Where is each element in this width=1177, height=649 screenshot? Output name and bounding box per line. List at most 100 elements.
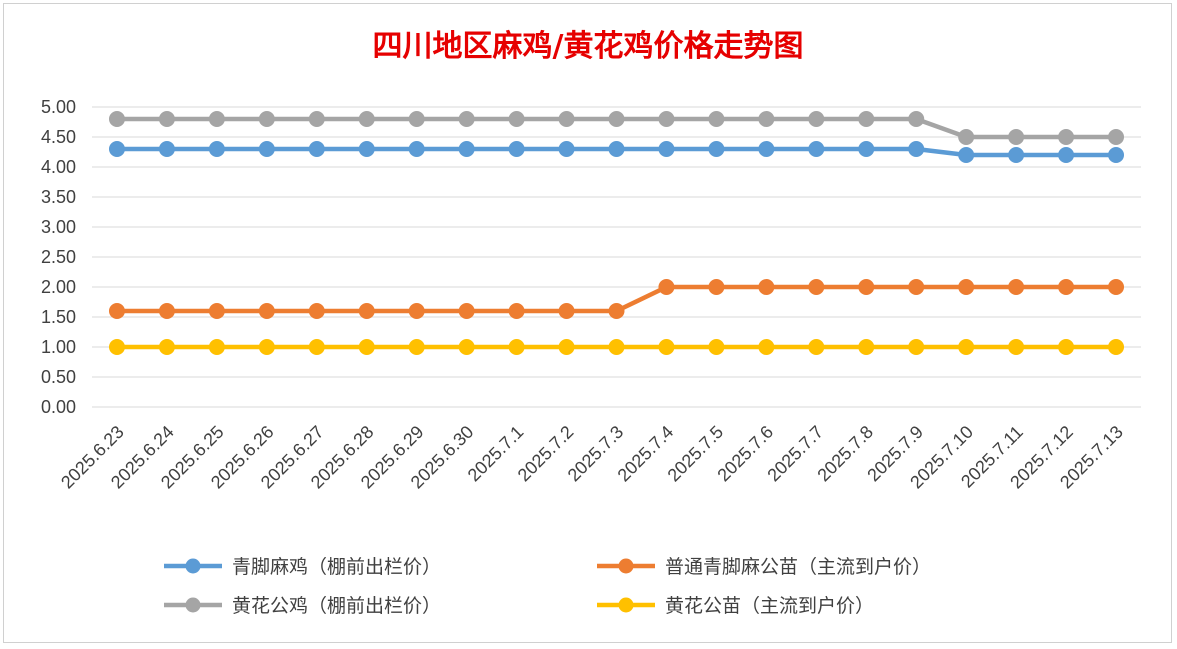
- legend-item: 普通青脚麻公苗（主流到户价）: [597, 556, 931, 578]
- data-point: [308, 303, 325, 319]
- data-point: [158, 141, 175, 157]
- data-point: [758, 141, 775, 157]
- data-point: [1108, 147, 1125, 163]
- data-point: [108, 141, 125, 157]
- data-point: [758, 339, 775, 355]
- data-point: [658, 339, 675, 355]
- data-point: [958, 129, 975, 145]
- y-tick-label: 4.00: [41, 157, 76, 177]
- data-point: [808, 141, 825, 157]
- data-point: [258, 141, 275, 157]
- data-point: [658, 279, 675, 295]
- data-point: [458, 141, 475, 157]
- y-tick-label: 1.00: [41, 337, 76, 357]
- data-point: [658, 141, 675, 157]
- data-point: [908, 279, 925, 295]
- y-tick-label: 0.00: [41, 397, 76, 417]
- legend-item: 黄花公鸡（棚前出栏价）: [164, 595, 441, 617]
- data-point: [458, 111, 475, 127]
- data-point: [958, 279, 975, 295]
- y-tick-label: 3.50: [41, 187, 76, 207]
- data-point: [108, 339, 125, 355]
- data-point: [708, 339, 725, 355]
- data-point: [408, 111, 425, 127]
- data-point: [108, 303, 125, 319]
- data-point: [108, 111, 125, 127]
- legend-swatch-marker: [618, 558, 634, 574]
- data-point: [1108, 129, 1125, 145]
- data-point: [458, 339, 475, 355]
- data-point: [758, 111, 775, 127]
- legend-label: 青脚麻鸡（棚前出栏价）: [232, 556, 441, 578]
- legend-swatch-marker: [185, 558, 201, 574]
- legend: 青脚麻鸡（棚前出栏价） 普通青脚麻公苗（主流到户价） 黄花公鸡（棚前出栏价） 黄花公苗…: [164, 556, 931, 617]
- data-point: [408, 339, 425, 355]
- data-point: [258, 339, 275, 355]
- data-point: [158, 339, 175, 355]
- legend-item: 青脚麻鸡（棚前出栏价）: [164, 556, 441, 578]
- data-point: [1058, 129, 1075, 145]
- legend-label: 黄花公鸡（棚前出栏价）: [232, 595, 441, 617]
- data-point: [1008, 147, 1025, 163]
- data-point: [608, 111, 625, 127]
- data-point: [908, 111, 925, 127]
- legend-label: 黄花公苗（主流到户价）: [665, 595, 874, 617]
- data-point: [1058, 279, 1075, 295]
- data-point: [258, 303, 275, 319]
- data-point: [508, 303, 525, 319]
- chart-title: 四川地区麻鸡/黄花鸡价格走势图: [373, 29, 804, 64]
- data-point: [858, 339, 875, 355]
- data-point: [908, 339, 925, 355]
- data-point: [208, 111, 225, 127]
- data-point: [158, 111, 175, 127]
- legend-label: 普通青脚麻公苗（主流到户价）: [665, 556, 931, 578]
- data-point: [458, 303, 475, 319]
- data-point: [608, 339, 625, 355]
- data-point: [408, 141, 425, 157]
- y-tick-label: 3.00: [41, 217, 76, 237]
- data-point: [558, 111, 575, 127]
- y-tick-label: 0.50: [41, 367, 76, 387]
- data-point: [958, 147, 975, 163]
- data-point: [658, 111, 675, 127]
- data-point: [608, 141, 625, 157]
- data-point: [558, 303, 575, 319]
- data-point: [758, 279, 775, 295]
- data-point: [308, 111, 325, 127]
- data-point: [858, 279, 875, 295]
- data-point: [608, 303, 625, 319]
- data-point: [208, 339, 225, 355]
- legend-swatch-marker: [618, 597, 634, 613]
- data-point: [558, 141, 575, 157]
- data-point: [1058, 339, 1075, 355]
- data-point: [1108, 279, 1125, 295]
- data-point: [908, 141, 925, 157]
- y-tick-label: 4.50: [41, 127, 76, 147]
- data-point: [408, 303, 425, 319]
- y-tick-label: 2.50: [41, 247, 76, 267]
- data-point: [1008, 279, 1025, 295]
- data-point: [708, 279, 725, 295]
- data-point: [1008, 339, 1025, 355]
- legend-swatch-marker: [185, 597, 201, 613]
- y-tick-label: 2.00: [41, 277, 76, 297]
- data-point: [258, 111, 275, 127]
- data-point: [708, 141, 725, 157]
- data-point: [1058, 147, 1075, 163]
- chart-frame: [3, 3, 1172, 643]
- data-point: [208, 303, 225, 319]
- data-point: [1008, 129, 1025, 145]
- legend-item: 黄花公苗（主流到户价）: [597, 595, 874, 617]
- data-point: [858, 111, 875, 127]
- data-point: [808, 279, 825, 295]
- data-point: [708, 111, 725, 127]
- data-point: [808, 339, 825, 355]
- data-point: [358, 141, 375, 157]
- data-point: [958, 339, 975, 355]
- data-point: [208, 141, 225, 157]
- data-point: [508, 339, 525, 355]
- series-lines: [108, 111, 1125, 355]
- data-point: [558, 339, 575, 355]
- data-point: [508, 141, 525, 157]
- data-point: [358, 111, 375, 127]
